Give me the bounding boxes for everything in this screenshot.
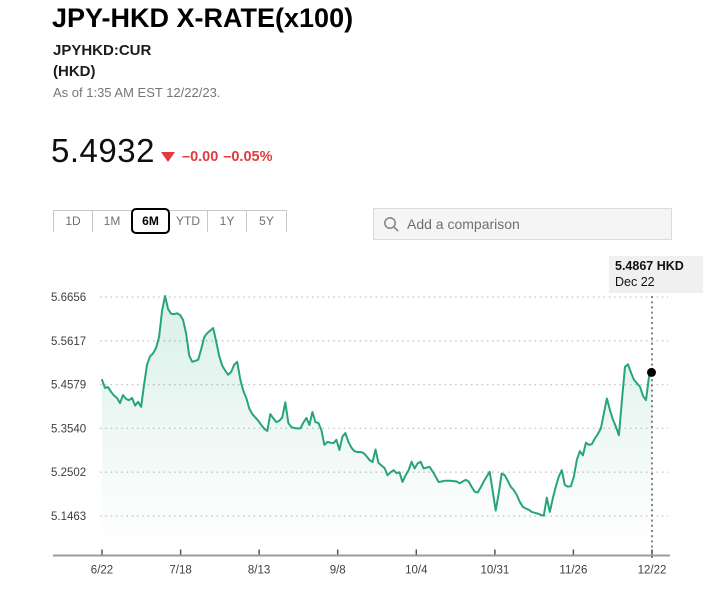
- y-axis-label: 5.5617: [51, 336, 86, 348]
- x-axis-label: 10/4: [405, 565, 428, 577]
- range-button-6m[interactable]: 6M: [131, 208, 170, 234]
- y-axis-label: 5.3540: [51, 423, 86, 435]
- x-axis-label: 9/8: [330, 565, 346, 577]
- x-axis-label: 11/26: [559, 565, 587, 577]
- change-percent: –0.05%: [223, 149, 273, 165]
- y-axis-label: 5.2502: [51, 467, 86, 479]
- range-button-ytd[interactable]: YTD: [169, 210, 208, 232]
- x-axis-label: 10/31: [481, 565, 510, 577]
- as-of-timestamp: As of 1:35 AM EST 12/22/23.: [53, 85, 221, 100]
- x-axis-label: 12/22: [638, 565, 667, 577]
- currency-label: (HKD): [53, 63, 96, 80]
- range-button-1m[interactable]: 1M: [93, 210, 132, 232]
- range-button-1d[interactable]: 1D: [54, 210, 93, 232]
- y-axis-label: 5.4579: [51, 380, 86, 392]
- range-button-5y[interactable]: 5Y: [247, 210, 286, 232]
- range-group: 1D 1M 6M YTD 1Y 5Y: [53, 208, 287, 234]
- y-axis-label: 5.6656: [51, 292, 86, 304]
- chart-svg[interactable]: 5.6656 5.5617 5.4579 5.3540 5.2502 5.1463 6/22…: [0, 255, 713, 603]
- x-axis-label: 7/18: [169, 565, 191, 577]
- last-price-flag: 5.4867 HKD Dec 22: [609, 256, 703, 293]
- last-point-dot: [647, 367, 656, 377]
- comparison-search[interactable]: [373, 208, 672, 240]
- x-axis-label: 6/22: [91, 565, 113, 577]
- page-title: JPY-HKD X-RATE(x100): [52, 3, 354, 33]
- price-change: –0.00 –0.05%: [161, 149, 277, 165]
- search-icon: [384, 216, 399, 232]
- x-axis-label: 8/13: [248, 565, 270, 577]
- comparison-search-input[interactable]: [407, 216, 662, 232]
- price-value: 5.4932: [51, 132, 155, 169]
- y-axis-label: 5.1463: [51, 511, 86, 523]
- last-price-date: Dec 22: [615, 275, 655, 289]
- range-button-1y[interactable]: 1Y: [208, 210, 247, 232]
- area-fill: [102, 296, 652, 555]
- ticker-symbol: JPYHKD:CUR: [53, 42, 152, 59]
- change-value: –0.00: [182, 149, 219, 165]
- price-line: [101, 295, 653, 517]
- price-chart[interactable]: 5.6656 5.5617 5.4579 5.3540 5.2502 5.1463 6/22…: [0, 255, 713, 603]
- last-price-value: 5.4867 HKD: [615, 259, 684, 273]
- triangle-down-icon: [161, 152, 175, 162]
